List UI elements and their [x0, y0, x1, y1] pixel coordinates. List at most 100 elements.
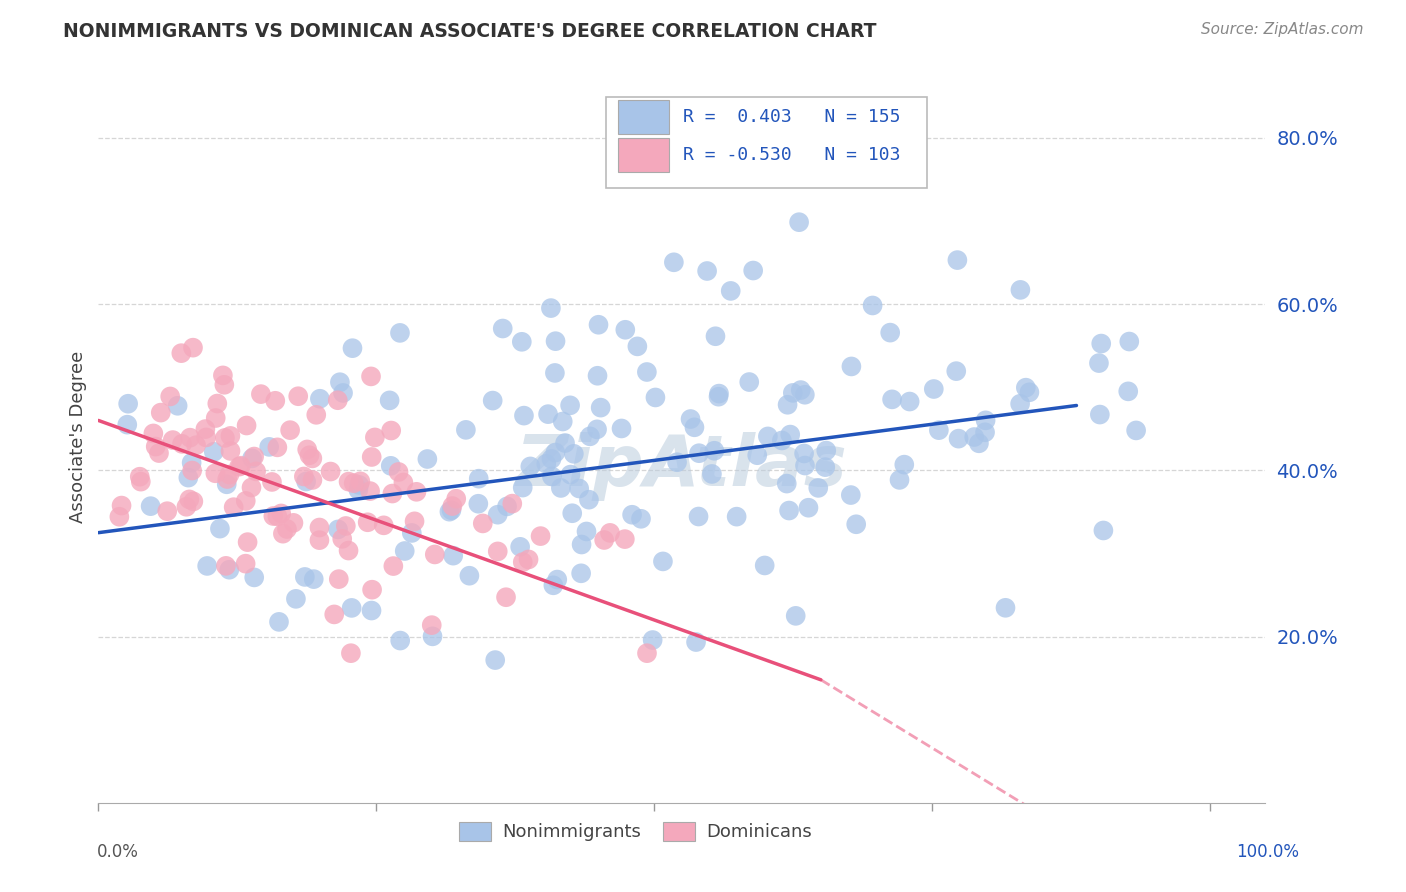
- Point: [305, 408, 328, 422]
- Point: [879, 326, 901, 340]
- Point: [779, 427, 801, 442]
- Point: [481, 393, 503, 408]
- Point: [360, 603, 382, 617]
- Y-axis label: Associate's Degree: Associate's Degree: [69, 351, 87, 524]
- Point: [347, 478, 370, 492]
- Point: [219, 429, 242, 443]
- Point: [240, 481, 263, 495]
- Point: [440, 503, 463, 517]
- Point: [295, 475, 318, 489]
- Point: [613, 532, 636, 546]
- Point: [404, 514, 426, 528]
- Point: [416, 452, 439, 467]
- Point: [217, 472, 239, 486]
- Point: [636, 365, 658, 379]
- Point: [148, 446, 170, 460]
- Point: [578, 492, 600, 507]
- Point: [512, 555, 534, 569]
- Point: [235, 494, 257, 508]
- Point: [267, 615, 290, 629]
- Point: [1092, 524, 1115, 538]
- Point: [776, 398, 799, 412]
- Point: [994, 600, 1017, 615]
- Point: [589, 401, 612, 415]
- Point: [688, 509, 710, 524]
- Point: [742, 263, 765, 277]
- Point: [630, 512, 652, 526]
- Point: [309, 392, 332, 406]
- Point: [260, 475, 283, 489]
- Point: [295, 442, 318, 457]
- Point: [245, 464, 267, 478]
- Point: [785, 608, 807, 623]
- Point: [229, 458, 252, 473]
- Point: [329, 375, 352, 389]
- Point: [364, 430, 387, 444]
- Point: [149, 406, 172, 420]
- Point: [337, 475, 360, 489]
- Point: [378, 393, 401, 408]
- FancyBboxPatch shape: [617, 100, 669, 134]
- Point: [644, 391, 666, 405]
- Point: [484, 653, 506, 667]
- Point: [486, 508, 509, 522]
- Point: [235, 418, 257, 433]
- Point: [776, 476, 799, 491]
- Point: [782, 385, 804, 400]
- Point: [738, 375, 761, 389]
- Point: [394, 544, 416, 558]
- Point: [308, 520, 330, 534]
- Point: [778, 503, 800, 517]
- Point: [243, 450, 266, 464]
- Point: [558, 398, 581, 412]
- Point: [301, 473, 323, 487]
- Point: [546, 573, 568, 587]
- Point: [496, 500, 519, 514]
- Point: [458, 568, 481, 582]
- Point: [586, 368, 609, 383]
- Point: [575, 524, 598, 539]
- Point: [683, 420, 706, 434]
- Point: [444, 491, 467, 506]
- Point: [922, 382, 945, 396]
- Point: [945, 364, 967, 378]
- Point: [184, 438, 207, 452]
- Point: [756, 429, 779, 443]
- Point: [467, 472, 489, 486]
- Point: [342, 341, 364, 355]
- FancyBboxPatch shape: [606, 97, 927, 188]
- Point: [1018, 385, 1040, 400]
- Point: [599, 525, 621, 540]
- Point: [215, 558, 238, 573]
- Point: [512, 481, 534, 495]
- Point: [586, 422, 609, 436]
- Point: [302, 572, 325, 586]
- Point: [807, 481, 830, 495]
- Point: [568, 482, 591, 496]
- Point: [142, 426, 165, 441]
- Point: [360, 369, 382, 384]
- Point: [181, 464, 204, 478]
- Point: [183, 494, 205, 508]
- Point: [340, 646, 363, 660]
- Point: [1125, 424, 1147, 438]
- Point: [787, 215, 810, 229]
- Point: [262, 508, 284, 523]
- Point: [893, 458, 915, 472]
- Point: [544, 445, 567, 459]
- Point: [145, 440, 167, 454]
- Point: [326, 393, 349, 408]
- Point: [337, 543, 360, 558]
- Point: [287, 389, 309, 403]
- Point: [974, 413, 997, 427]
- Point: [328, 572, 350, 586]
- Point: [117, 417, 139, 432]
- Point: [974, 425, 997, 440]
- Point: [815, 443, 838, 458]
- Point: [519, 459, 541, 474]
- Point: [276, 522, 298, 536]
- Point: [454, 423, 477, 437]
- Point: [571, 537, 593, 551]
- Point: [218, 467, 240, 482]
- Point: [666, 455, 689, 469]
